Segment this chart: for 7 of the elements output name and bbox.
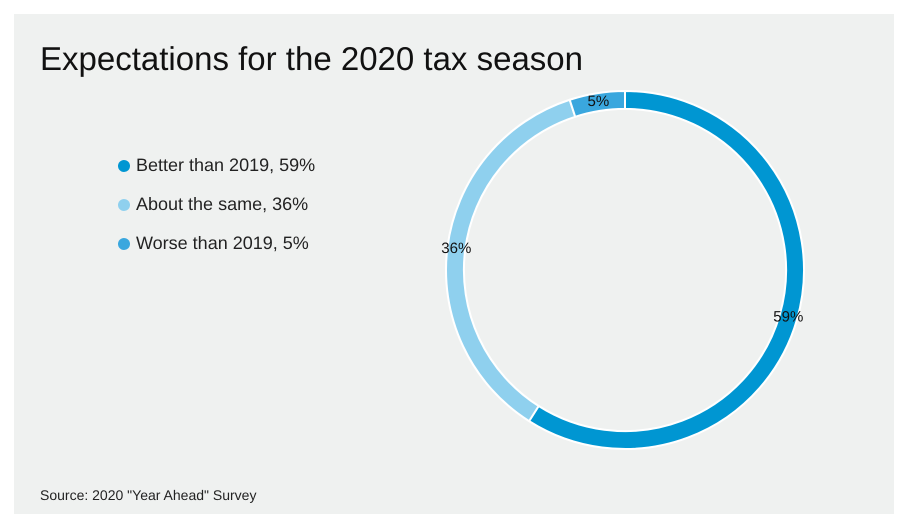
source-note: Source: 2020 "Year Ahead" Survey bbox=[40, 487, 256, 503]
data-label: 36% bbox=[441, 240, 472, 257]
chart-title: Expectations for the 2020 tax season bbox=[40, 40, 584, 78]
legend-label: Better than 2019, 59% bbox=[136, 155, 316, 176]
legend-label: Worse than 2019, 5% bbox=[136, 233, 309, 254]
legend-label: About the same, 36% bbox=[136, 194, 308, 215]
data-label: 5% bbox=[588, 93, 610, 110]
